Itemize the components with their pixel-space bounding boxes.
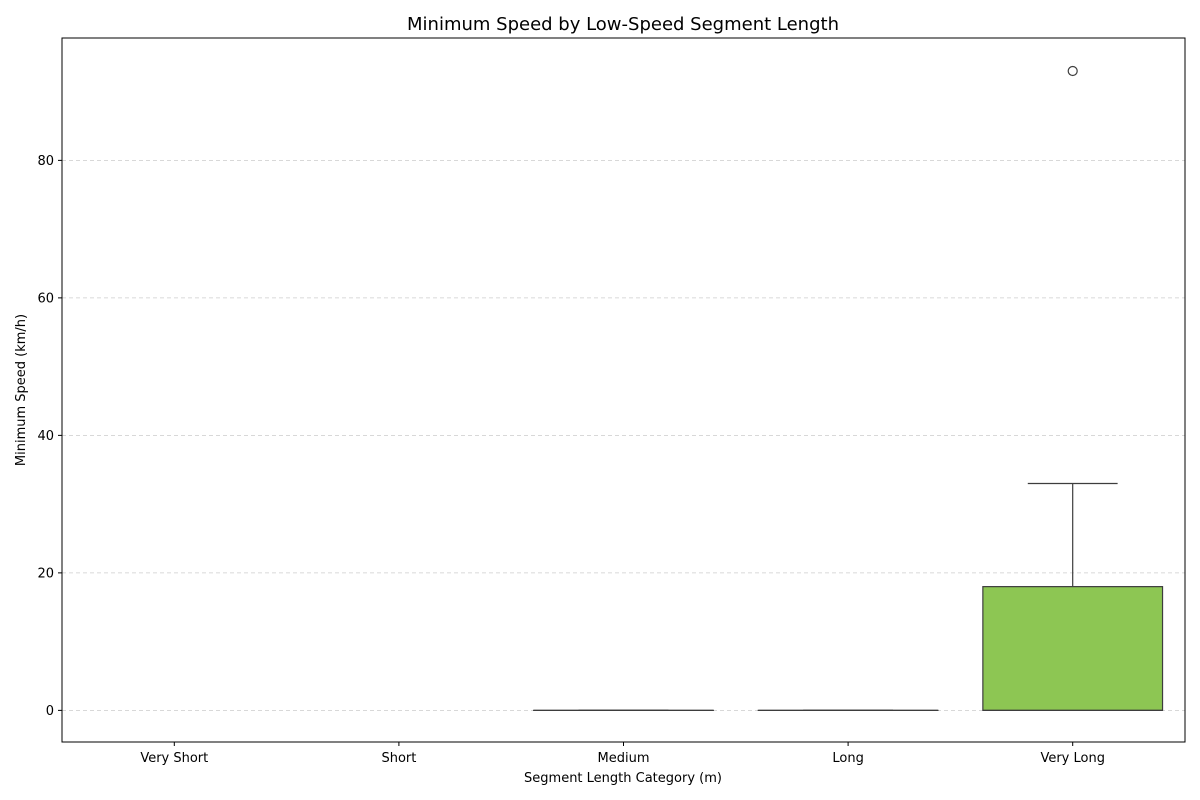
y-tick-label: 0: [46, 704, 54, 719]
y-axis-title: Minimum Speed (km/h): [14, 314, 29, 466]
x-tick-label: Very Long: [1040, 751, 1105, 766]
x-tick-label: Medium: [598, 751, 650, 766]
y-tick-label: 40: [37, 429, 54, 444]
x-tick-label: Long: [832, 751, 863, 766]
outlier-point: [1067, 65, 1078, 77]
ticks: 0 20 40 60 80 Very Short Short Medium Long Very L…: [37, 154, 1105, 766]
box-body: [982, 586, 1164, 711]
x-tick-label: Very Short: [140, 751, 208, 766]
boxes: [533, 65, 1164, 711]
chart-title: Minimum Speed by Low-Speed Segment Lengt…: [407, 14, 839, 35]
box-group: [982, 65, 1164, 711]
y-tick-label: 20: [37, 566, 54, 581]
y-tick-label: 60: [37, 291, 54, 306]
y-tick-label: 80: [37, 154, 54, 169]
x-tick-label: Short: [381, 751, 416, 766]
x-axis-title: Segment Length Category (m): [524, 771, 722, 786]
